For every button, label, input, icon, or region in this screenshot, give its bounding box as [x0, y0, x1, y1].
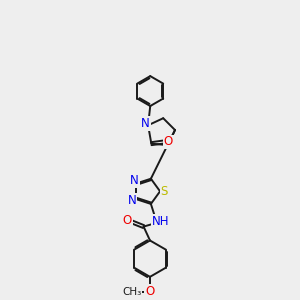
- Text: S: S: [160, 185, 168, 198]
- Text: O: O: [164, 136, 173, 148]
- Text: N: N: [128, 194, 136, 207]
- Text: O: O: [146, 285, 154, 298]
- Text: N: N: [141, 117, 150, 130]
- Text: NH: NH: [152, 215, 170, 228]
- Text: CH₃: CH₃: [122, 287, 142, 297]
- Text: N: N: [130, 175, 139, 188]
- Text: O: O: [122, 214, 132, 227]
